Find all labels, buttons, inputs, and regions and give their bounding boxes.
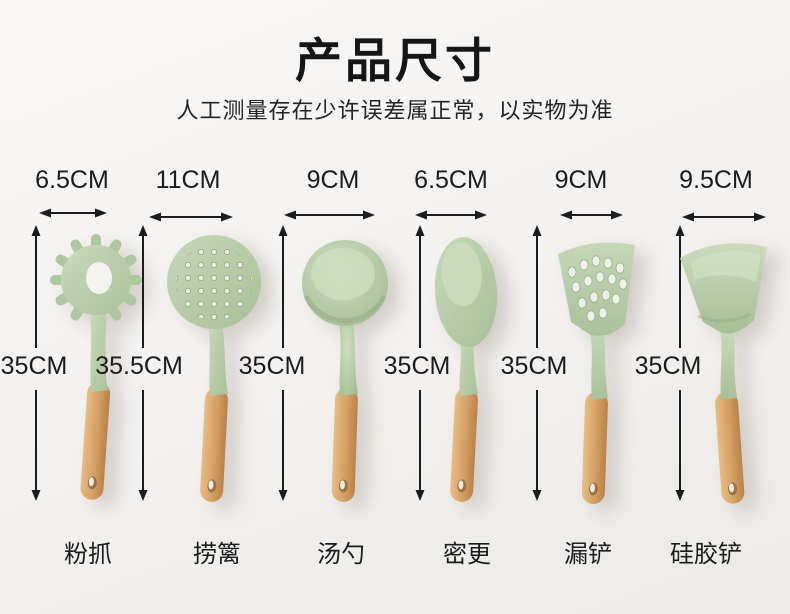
slotted-turner-icon <box>558 242 635 504</box>
height-arrow <box>31 225 41 501</box>
width-arrow <box>149 212 233 222</box>
height-label: 35CM <box>238 352 306 380</box>
width-arrow <box>560 210 623 220</box>
width-label: 9.5CM <box>679 166 753 194</box>
height-label: 35.5CM <box>95 352 183 380</box>
height-label: 35CM <box>383 352 451 380</box>
width-label: 6.5CM <box>414 166 488 194</box>
height-label: 35CM <box>634 352 702 380</box>
width-label: 11CM <box>155 166 221 194</box>
product-name: 硅胶铲 <box>670 541 742 568</box>
height-label: 35CM <box>500 352 568 380</box>
product-name: 汤勺 <box>317 541 365 568</box>
width-label: 6.5CM <box>35 166 109 194</box>
skimmer-icon <box>167 235 261 502</box>
product-name: 粉抓 <box>64 541 112 568</box>
product-name: 密更 <box>443 541 491 568</box>
width-arrow <box>682 212 766 222</box>
width-arrow <box>415 210 487 220</box>
height-label: 35CM <box>0 352 68 380</box>
page-subtitle: 人工测量存在少许误差属正常，以实物为准 <box>176 98 614 123</box>
height-arrow <box>138 225 148 501</box>
pasta-server-icon <box>50 234 142 500</box>
product-name: 捞篱 <box>193 541 241 568</box>
height-arrow <box>278 225 288 501</box>
width-label: 9CM <box>554 166 608 194</box>
spoon-icon <box>434 237 498 502</box>
height-arrow <box>532 225 542 501</box>
height-arrow <box>415 225 425 501</box>
width-arrow <box>284 210 375 220</box>
soup-ladle-icon <box>302 240 388 502</box>
solid-spatula-icon <box>680 243 767 504</box>
width-arrow <box>39 208 107 218</box>
width-label: 9CM <box>306 166 360 194</box>
height-arrow <box>675 225 685 501</box>
product-name: 漏铲 <box>564 541 612 568</box>
page-title: 产品尺寸 <box>295 34 495 87</box>
